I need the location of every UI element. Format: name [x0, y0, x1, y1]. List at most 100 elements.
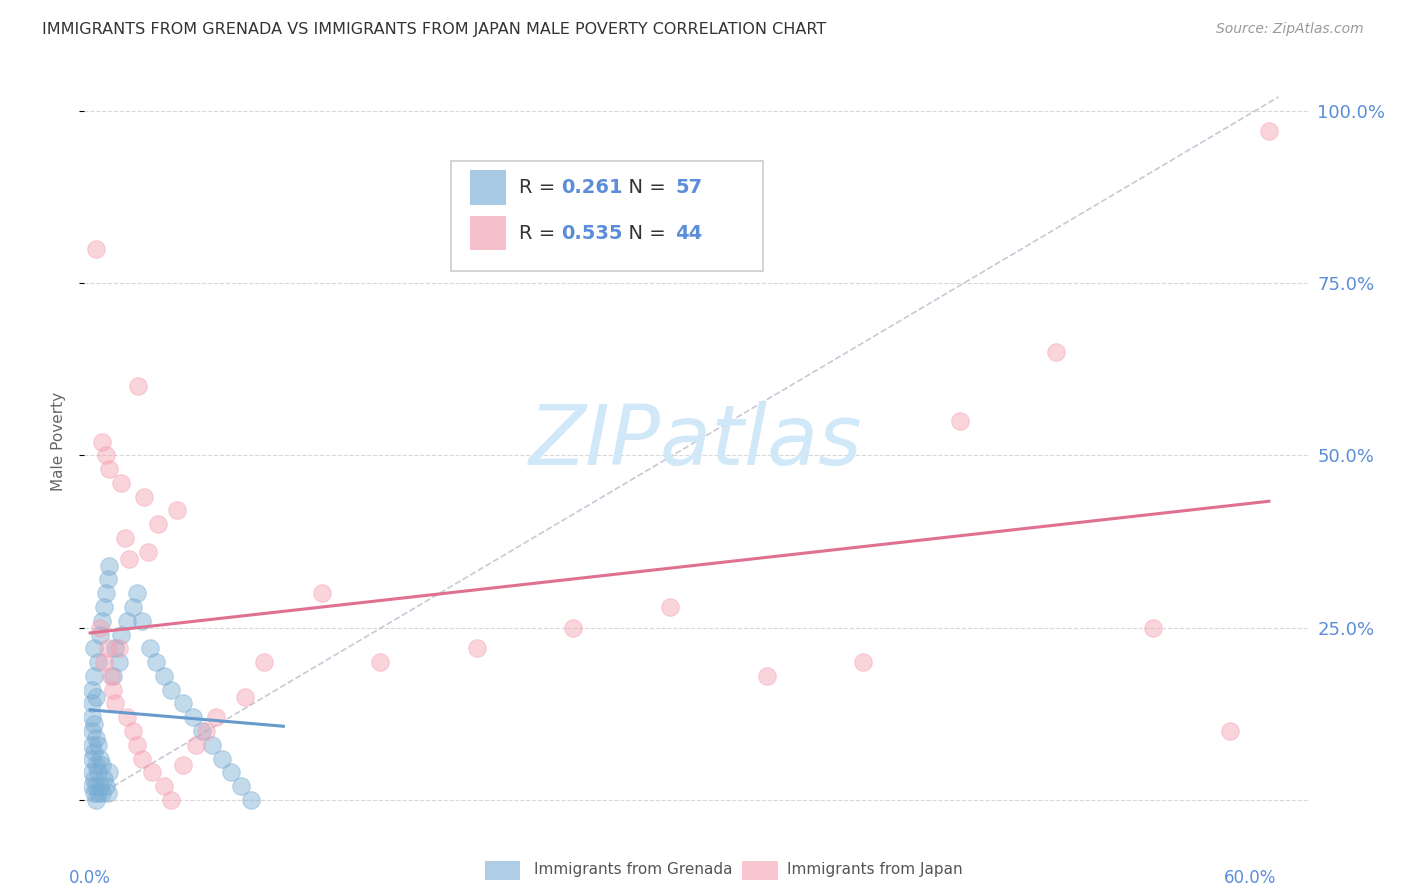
Point [96, 641, 118, 656]
Point [755, 669, 778, 683]
Point [80, 751, 103, 765]
Text: 0.261: 0.261 [561, 178, 623, 197]
Point [110, 475, 132, 490]
Point [93, 599, 115, 614]
Point [127, 379, 149, 393]
Point [87, 655, 110, 669]
FancyBboxPatch shape [470, 170, 506, 204]
Text: N =: N = [616, 224, 672, 243]
Point [84, 242, 107, 256]
Point [90, 614, 112, 628]
Point [195, 724, 218, 739]
Point [80, 738, 103, 752]
Point [239, 793, 262, 807]
Point [80, 710, 103, 724]
Point [84, 779, 107, 793]
Point [98, 462, 121, 476]
Point [146, 517, 169, 532]
Point [134, 490, 156, 504]
Point [131, 751, 153, 765]
Point [172, 697, 194, 711]
Point [87, 786, 110, 800]
Point [80, 779, 103, 793]
Point [104, 697, 127, 711]
Point [80, 682, 103, 697]
Text: R =: R = [519, 178, 561, 197]
Point [103, 669, 125, 683]
Y-axis label: Male Poverty: Male Poverty [51, 392, 66, 491]
Point [94, 586, 117, 600]
Point [152, 669, 174, 683]
Point [125, 586, 148, 600]
Point [83, 669, 105, 683]
Point [562, 621, 585, 635]
Point [219, 765, 242, 780]
Point [108, 655, 131, 669]
Point [80, 697, 103, 711]
Point [84, 731, 107, 745]
Point [96, 573, 118, 587]
Point [658, 599, 681, 614]
Point [186, 738, 208, 752]
Point [89, 621, 111, 635]
Text: 57: 57 [675, 178, 703, 197]
Point [465, 641, 488, 656]
Point [152, 779, 174, 793]
Point [94, 779, 117, 793]
Point [90, 434, 112, 449]
Point [160, 682, 183, 697]
Point [1219, 724, 1241, 739]
Point [84, 758, 107, 772]
Point [110, 627, 132, 641]
Point [118, 551, 141, 566]
Point [104, 641, 127, 656]
Point [83, 717, 105, 731]
Point [1045, 345, 1067, 359]
Point [131, 614, 153, 628]
Point [139, 641, 162, 656]
Text: Immigrants from Grenada: Immigrants from Grenada [534, 863, 733, 877]
Point [115, 614, 138, 628]
Point [201, 738, 224, 752]
Text: Source: ZipAtlas.com: Source: ZipAtlas.com [1216, 22, 1364, 37]
Point [100, 669, 122, 683]
Point [108, 641, 131, 656]
Point [90, 758, 112, 772]
Point [103, 682, 125, 697]
Point [83, 786, 105, 800]
Point [949, 414, 972, 428]
Point [145, 655, 167, 669]
Point [211, 751, 233, 765]
Point [166, 503, 188, 517]
Point [87, 738, 110, 752]
Point [84, 793, 107, 807]
Point [98, 558, 121, 573]
FancyBboxPatch shape [470, 216, 506, 250]
FancyBboxPatch shape [451, 161, 763, 271]
Text: IMMIGRANTS FROM GRENADA VS IMMIGRANTS FROM JAPAN MALE POVERTY CORRELATION CHART: IMMIGRANTS FROM GRENADA VS IMMIGRANTS FR… [42, 22, 827, 37]
Point [84, 690, 107, 704]
Text: 0.0%: 0.0% [69, 869, 111, 887]
Text: Immigrants from Japan: Immigrants from Japan [787, 863, 963, 877]
Point [121, 599, 143, 614]
Point [136, 545, 159, 559]
Point [121, 724, 143, 739]
Text: 60.0%: 60.0% [1223, 869, 1275, 887]
Text: N =: N = [616, 178, 672, 197]
Point [125, 738, 148, 752]
Point [368, 655, 391, 669]
Point [98, 765, 121, 780]
Point [93, 655, 115, 669]
Point [311, 586, 333, 600]
Point [852, 655, 875, 669]
Point [204, 710, 226, 724]
Point [229, 779, 252, 793]
Point [93, 772, 115, 787]
Text: ZIPatlas: ZIPatlas [529, 401, 863, 482]
Point [172, 758, 194, 772]
Point [83, 641, 105, 656]
Point [115, 710, 138, 724]
Point [89, 751, 111, 765]
Text: R =: R = [519, 224, 561, 243]
Point [233, 690, 256, 704]
